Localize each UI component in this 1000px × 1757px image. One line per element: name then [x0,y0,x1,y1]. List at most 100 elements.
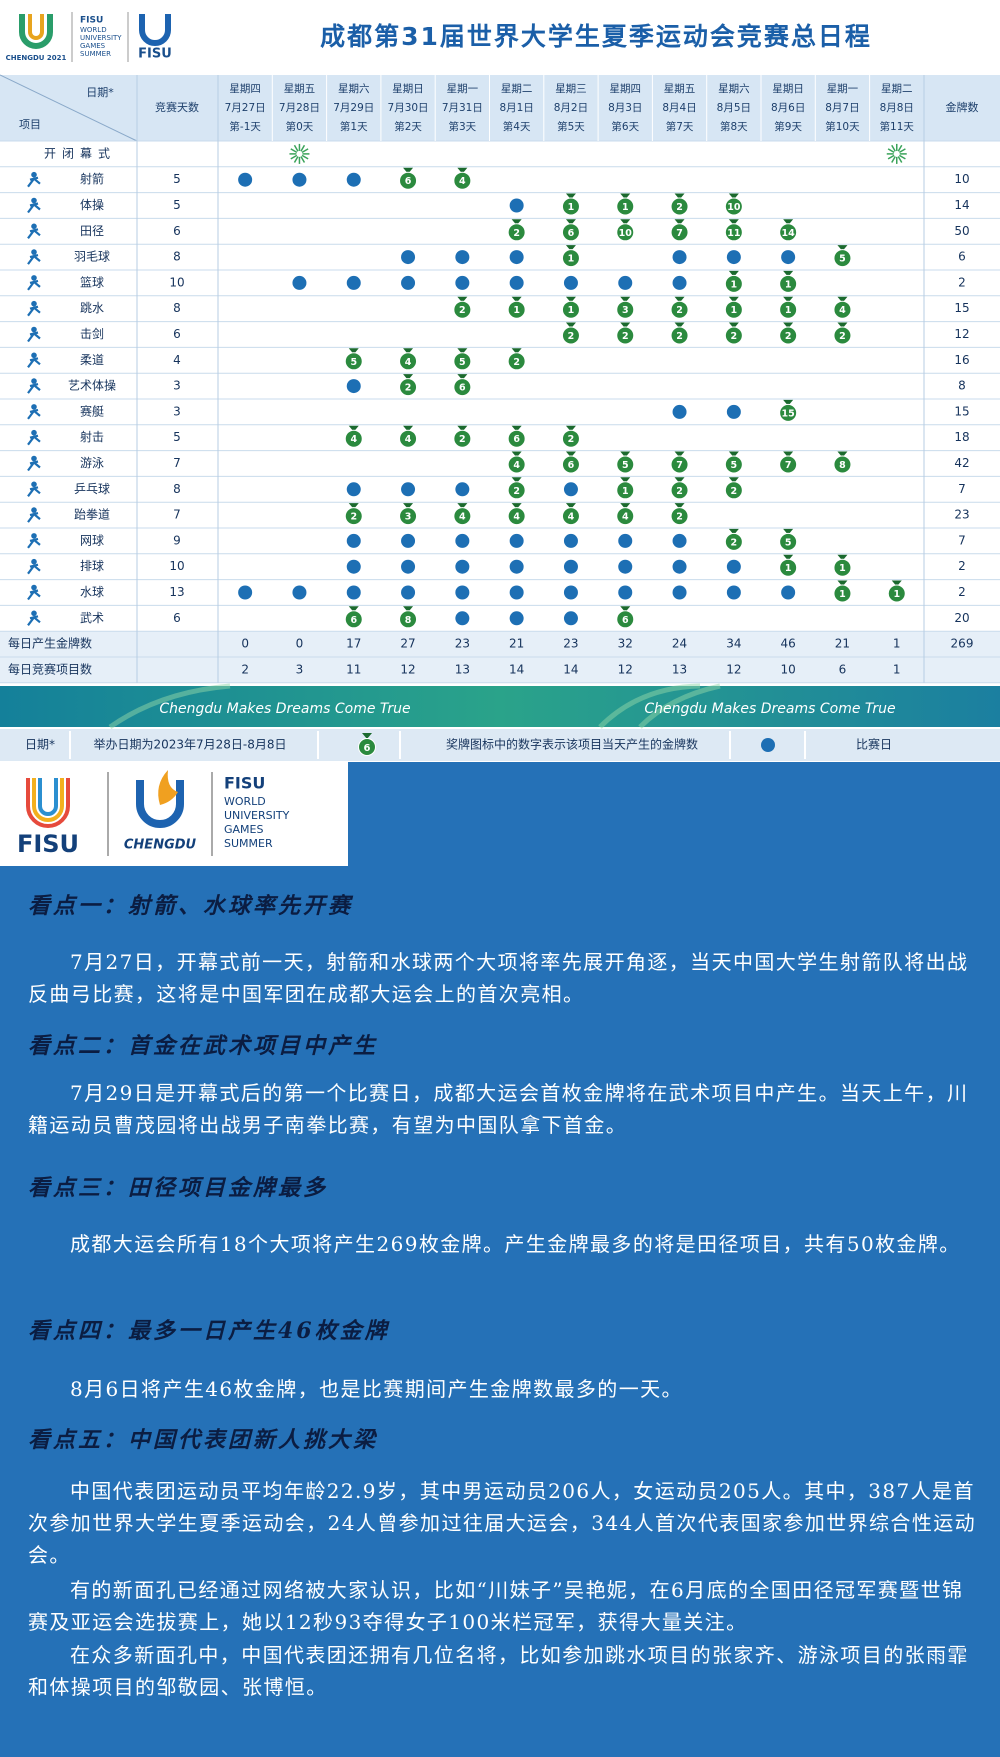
banner-decoration [108,683,721,730]
medal [616,455,635,474]
date: 8月3日 [608,102,642,114]
medal-number: 2 [513,228,520,239]
fisu-logo [26,778,70,828]
medal-ribbon [565,425,576,432]
competition-day-dot [618,559,633,574]
competition-day-dot [726,559,741,574]
competition-day-dot [672,404,687,419]
medal-ribbon [837,296,848,303]
gold-count: 18 [954,430,969,444]
corner-diagonal [0,74,138,142]
medal-ribbon [511,348,522,355]
medal-ribbon [511,219,522,226]
ceremony-label: 开闭幕式 [44,146,116,160]
competition-day-dot [672,250,687,265]
daily-total: 1 [893,637,901,651]
logo-text: UNIVERSITY [80,34,122,42]
daily-total: 13 [455,662,470,676]
medal [399,352,418,371]
medal-ribbon [620,322,631,329]
competition-day-dot [401,559,416,574]
medal-number: 7 [676,460,683,471]
medal [561,197,580,216]
weekday: 星期日 [392,83,424,95]
logo-text: FISU [80,16,103,26]
competition-day-dot [346,275,361,290]
days-header: 竞赛天数 [155,100,199,114]
medal [779,403,798,422]
medal-ribbon [348,425,359,432]
medal-number: 6 [622,615,629,626]
competition-day-dot [672,533,687,548]
sport-icon [27,563,41,575]
day-number: 第8天 [720,120,748,133]
medal-number: 6 [459,383,466,394]
medal-number: 5 [839,254,846,265]
date: 8月4日 [662,102,696,114]
sport-name: 赛艇 [80,403,104,418]
competition-days: 4 [173,353,181,367]
medal-number: 2 [568,434,575,445]
sport-icon [31,326,37,333]
logo-text: GAMES [80,42,106,50]
fisu-logo [32,778,64,822]
medal-ribbon [783,399,794,406]
competition-day-dot [346,559,361,574]
medal-number: 3 [405,512,412,523]
medal [779,300,798,319]
sport-name: 武术 [80,611,104,625]
medal-ribbon [728,322,739,329]
daily-total: 32 [618,637,633,651]
competition-day-dot [726,404,741,419]
sport-name: 射击 [80,429,104,444]
medal-ribbon [674,219,685,226]
medal-ribbon [783,322,794,329]
sport-icon [31,197,37,204]
day-number: 第1天 [340,120,368,133]
medal [561,455,580,474]
medal [561,223,580,242]
competition-day-dot [455,250,470,265]
medal [561,300,580,319]
medal [670,300,689,319]
medal-number: 1 [785,563,792,574]
competition-day-dot [455,559,470,574]
medal-ribbon [565,503,576,510]
medal-ribbon [728,451,739,458]
medal-number: 5 [785,537,792,548]
medal [344,429,363,448]
medal-number: 4 [350,434,357,445]
medal [724,532,743,551]
medal-number: 8 [839,460,846,471]
legend-medal-ribbon [362,733,372,739]
competition-day-dot [726,585,741,600]
competition-days: 5 [173,198,181,212]
sport-name: 射箭 [80,171,104,186]
medal-ribbon [837,451,848,458]
competition-day-dot [455,611,470,626]
section-heading: 看点五：中国代表团新人挑大梁 [28,1427,379,1453]
competition-day-dot [455,533,470,548]
competition-day-dot [401,250,416,265]
competition-day-dot [509,533,524,548]
medal-number: 4 [459,176,466,187]
date: 7月29日 [333,102,374,114]
medal [670,197,689,216]
competition-day-dot [672,275,687,290]
sport-name: 跆拳道 [74,507,110,522]
sport-icon [27,408,41,420]
medal-number: 4 [405,357,412,368]
medal-number: 2 [459,305,466,316]
medal-number: 1 [513,305,520,316]
medal-number: 1 [731,279,738,290]
daily-total: 0 [296,637,304,651]
totals-label: 每日产生金牌数 [8,636,92,651]
medal-ribbon [837,245,848,252]
medal-ribbon [403,425,414,432]
totals-row-bg [0,631,1000,657]
medal [344,507,363,526]
medal-number: 4 [405,434,412,445]
medal [616,610,635,629]
weekday: 星期一 [827,83,859,95]
chengdu-logo [136,780,184,828]
